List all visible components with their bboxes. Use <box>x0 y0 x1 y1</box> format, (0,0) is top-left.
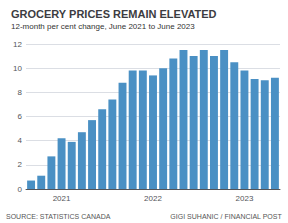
svg-text:10: 10 <box>13 64 22 73</box>
svg-text:4: 4 <box>18 136 23 145</box>
svg-text:2021: 2021 <box>53 194 71 203</box>
svg-text:6: 6 <box>18 112 23 121</box>
svg-text:12: 12 <box>13 40 22 49</box>
svg-text:0: 0 <box>18 185 23 194</box>
svg-text:2022: 2022 <box>144 194 162 203</box>
svg-text:GIGI SUHANIC / FINANCIAL POST: GIGI SUHANIC / FINANCIAL POST <box>170 213 282 220</box>
svg-text:SOURCE: STATISTICS CANADA: SOURCE: STATISTICS CANADA <box>6 213 111 220</box>
svg-text:8: 8 <box>18 88 23 97</box>
svg-text:12-month per cent change, June: 12-month per cent change, June 2021 to J… <box>11 22 195 31</box>
svg-text:2023: 2023 <box>236 194 254 203</box>
svg-text:GROCERY PRICES REMAIN ELEVATED: GROCERY PRICES REMAIN ELEVATED <box>11 8 217 20</box>
svg-text:2: 2 <box>18 160 23 169</box>
